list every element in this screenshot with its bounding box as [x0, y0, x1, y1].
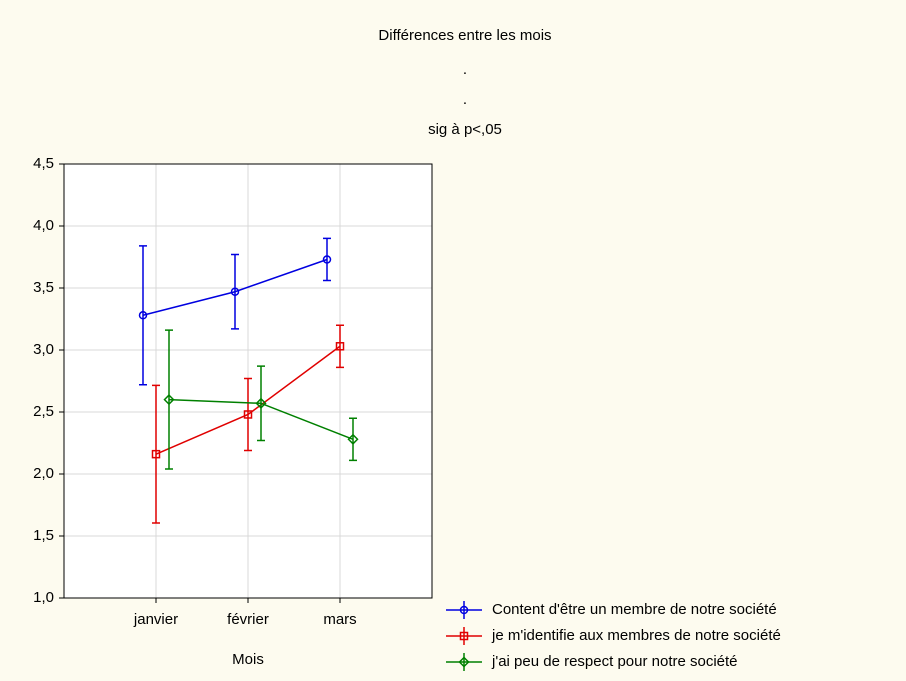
chart-title: Différences entre les mois — [378, 27, 551, 44]
x-tick-label: janvier — [133, 611, 178, 628]
y-tick-label: 2,0 — [33, 465, 54, 482]
legend-marker — [458, 656, 470, 668]
subtitle: . — [463, 61, 467, 78]
y-tick-label: 1,5 — [33, 527, 54, 544]
y-tick-label: 1,0 — [33, 589, 54, 606]
legend-marker — [459, 605, 469, 615]
y-tick-label: 2,5 — [33, 403, 54, 420]
data-point — [335, 342, 345, 351]
x-tick-label: mars — [323, 611, 356, 628]
error-bar — [165, 329, 173, 470]
error-bar — [257, 365, 265, 442]
y-tick-label: 4,5 — [33, 155, 54, 172]
y-tick-label: 4,0 — [33, 217, 54, 234]
subtitle: sig à p<,05 — [428, 121, 502, 138]
subtitle: . — [463, 91, 467, 108]
error-bar — [139, 245, 147, 386]
legend-marker — [459, 631, 469, 641]
data-point — [230, 287, 240, 296]
legend-label: Content d'être un membre de notre sociét… — [492, 601, 777, 618]
data-point — [243, 410, 253, 419]
x-axis-label: Mois — [232, 651, 264, 668]
error-bar — [244, 377, 252, 452]
legend-label: j'ai peu de respect pour notre société — [491, 653, 738, 670]
data-point — [347, 433, 359, 445]
data-point — [322, 255, 332, 264]
x-tick-label: février — [227, 611, 269, 628]
y-tick-label: 3,5 — [33, 279, 54, 296]
error-bar — [152, 384, 160, 524]
legend-label: je m'identifie aux membres de notre soci… — [491, 627, 781, 644]
error-bar — [349, 417, 357, 462]
data-point — [255, 397, 267, 409]
error-bar — [231, 253, 239, 330]
data-point — [138, 311, 148, 320]
y-tick-label: 3,0 — [33, 341, 54, 358]
data-point — [163, 394, 175, 406]
plot-frame — [63, 163, 433, 599]
error-bar — [323, 237, 331, 282]
error-bar — [336, 324, 344, 369]
data-point — [151, 449, 161, 459]
